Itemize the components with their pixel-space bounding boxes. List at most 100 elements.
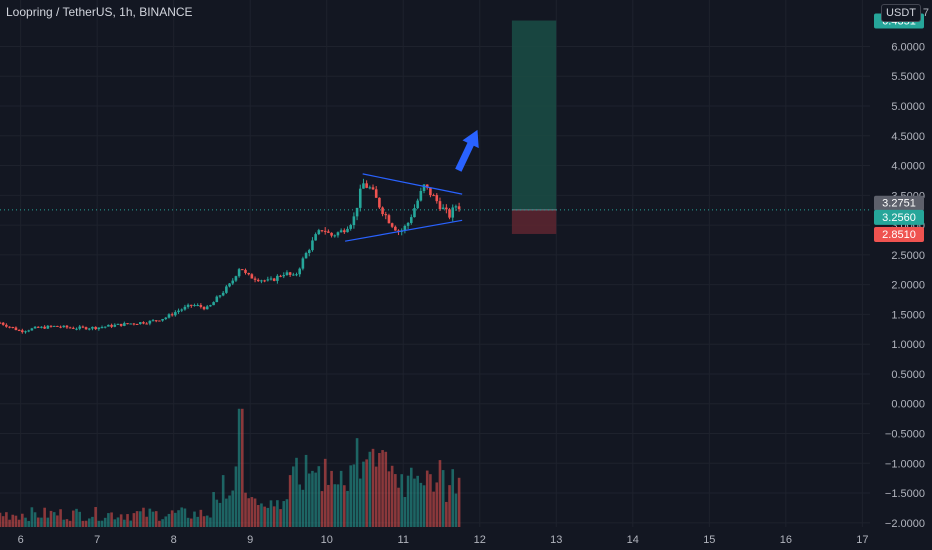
candle (56, 325, 59, 327)
candle (14, 326, 18, 331)
volume-bar (384, 451, 388, 527)
volume-bar (205, 515, 209, 527)
volume-bar (409, 467, 413, 527)
price-tag[interactable]: 3.2751 (874, 195, 924, 211)
volume-bar (304, 454, 308, 527)
price-tag-text: 3.2751 (882, 198, 916, 210)
candle (81, 325, 85, 329)
stop-zone[interactable] (511, 209, 557, 234)
candle (330, 232, 333, 238)
candle (362, 178, 365, 189)
candle (138, 321, 142, 325)
candle (1, 321, 5, 326)
volume-bar (272, 506, 276, 527)
candle (304, 251, 308, 259)
volume-bar (365, 459, 368, 527)
candle (266, 276, 270, 282)
candle (438, 197, 442, 211)
candle (292, 272, 295, 276)
candle (422, 184, 426, 194)
volume-bar (394, 474, 397, 527)
candle (119, 323, 123, 327)
price-tick-label: 6.0000 (891, 41, 925, 53)
long-position-tool[interactable] (511, 20, 557, 234)
triangle-pattern[interactable] (344, 129, 479, 242)
volume-bar (438, 460, 442, 527)
lower-trendline[interactable] (344, 219, 463, 242)
volume-bar (327, 484, 330, 527)
volume-bar (84, 520, 88, 527)
volume-bar (269, 500, 273, 527)
candle (180, 308, 184, 313)
candle (336, 231, 340, 238)
price-tick-label: 1.5000 (891, 309, 925, 321)
candle (349, 223, 353, 231)
volume-bar (314, 472, 317, 527)
volume-bar (390, 465, 394, 527)
candle (94, 326, 97, 331)
candle (103, 326, 107, 329)
volume-bar (56, 515, 59, 527)
candle (448, 208, 451, 220)
volume-bar (174, 512, 177, 527)
volume-bars (0, 408, 461, 527)
price-axis[interactable]: 76.00005.50005.00004.50004.00003.50003.0… (870, 0, 932, 550)
price-tag-text: 2.8510 (882, 229, 916, 241)
currency-button[interactable]: USDT (881, 4, 921, 22)
volume-bar (119, 514, 123, 527)
candle (11, 326, 15, 329)
price-tag[interactable]: 2.8510 (874, 226, 924, 242)
up-arrow-icon[interactable] (455, 129, 479, 172)
volume-bar (199, 509, 203, 527)
candle (142, 321, 145, 325)
volume-bar (352, 464, 356, 527)
candle (365, 180, 368, 189)
time-axis[interactable]: 6 7 8 9 10 11 12 13 14 15 16 17 (18, 534, 869, 546)
volume-bar (62, 519, 66, 527)
candle (441, 204, 445, 210)
volume-bar (30, 507, 34, 527)
candle (355, 207, 359, 221)
price-tick-label: 1.0000 (891, 339, 925, 351)
candle (72, 326, 75, 330)
volume-bar (355, 438, 359, 527)
candle (339, 228, 343, 233)
candle (199, 303, 203, 309)
candle (33, 326, 37, 329)
volume-bar (349, 465, 353, 527)
volume-bar (228, 495, 231, 527)
volume-bar (371, 448, 375, 527)
upper-trendline[interactable] (362, 173, 463, 195)
volume-bar (68, 520, 72, 527)
target-zone[interactable] (511, 20, 557, 210)
candle (457, 202, 461, 212)
volume-bar (193, 511, 196, 527)
price-tick-label: −0.5000 (885, 429, 925, 441)
volume-bar (183, 508, 187, 527)
volume-bar (241, 408, 244, 527)
candle (387, 213, 391, 224)
volume-bar (189, 518, 193, 527)
volume-bar (218, 502, 222, 527)
volume-bar (8, 519, 11, 527)
candle (174, 310, 177, 317)
candle (352, 212, 356, 229)
chart-grid (0, 0, 870, 527)
volume-bar (368, 451, 372, 527)
volume-bar (435, 482, 439, 527)
volume-bar (40, 517, 43, 527)
candle (429, 187, 432, 198)
candle (97, 327, 101, 331)
volume-bar (5, 512, 8, 527)
volume-bar (186, 517, 190, 527)
candle (390, 222, 394, 229)
price-tag[interactable]: 3.2560 (874, 209, 924, 225)
candle (158, 320, 161, 322)
candle (78, 324, 82, 331)
candle (288, 271, 292, 277)
candle (247, 272, 250, 276)
volume-bar (256, 505, 260, 527)
candle (276, 274, 279, 284)
price-tick-label: −2.0000 (885, 518, 925, 530)
